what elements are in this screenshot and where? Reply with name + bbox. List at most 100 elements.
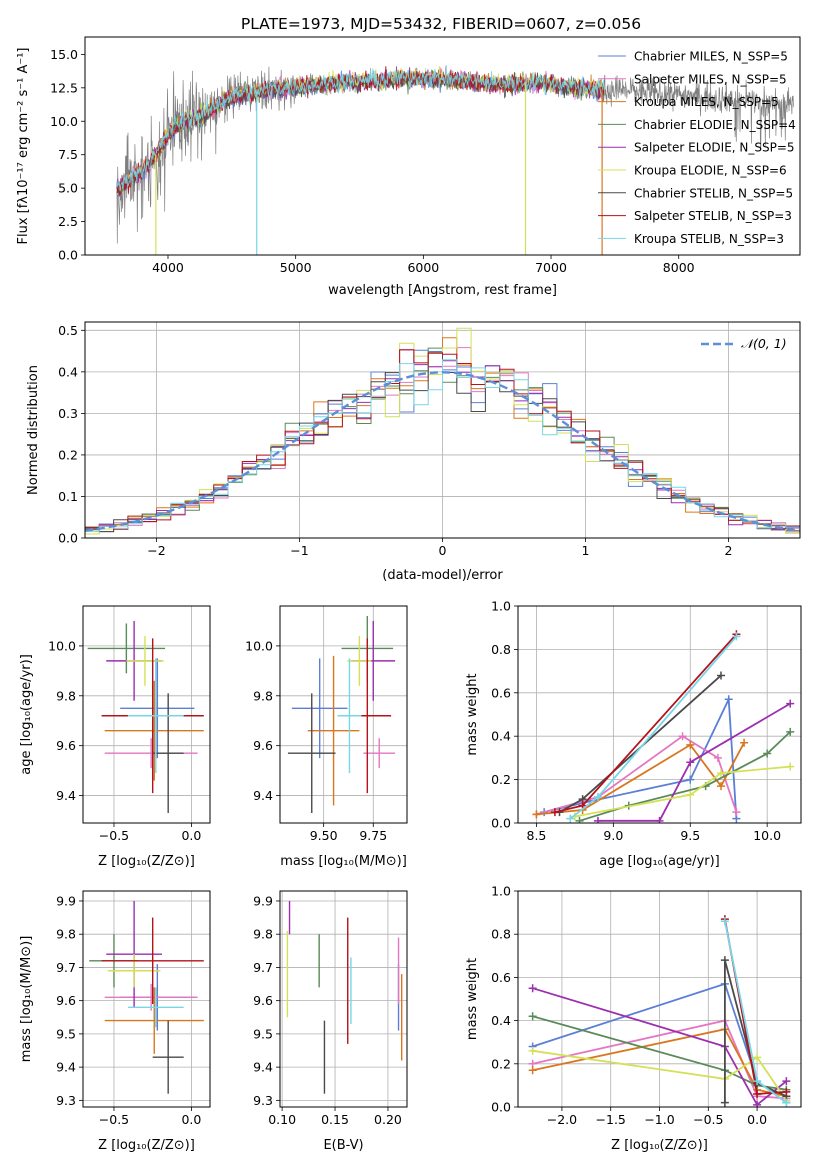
x-axis-label: Z [log₁₀(Z/Z⊙)] bbox=[611, 1138, 708, 1153]
y-tick-label: 9.8 bbox=[56, 688, 76, 703]
mass-weight-marker bbox=[753, 1090, 762, 1099]
y-tick-label: 0.5 bbox=[58, 323, 78, 338]
y-tick-label: 15.0 bbox=[50, 47, 78, 62]
axes-frame bbox=[84, 321, 801, 539]
x-tick-label: 8.5 bbox=[527, 828, 547, 843]
age-vs-mass-panel: 9.50 9.75 9.4 9.6 9.8 10.0 mass [log₁₀(M/M⊙)] bbox=[245, 605, 408, 869]
weight-vs-Z-panel: −2.0 −1.5 −1.0 −0.5 0.0 0.0 0.2 0.4 0.6 0.8 1.0 Z [… bbox=[465, 884, 802, 1153]
y-tick-label: 0.0 bbox=[58, 248, 78, 263]
mass-weight-marker bbox=[763, 749, 772, 758]
x-tick-label: 0.10 bbox=[268, 1112, 296, 1127]
axes-frame bbox=[279, 605, 408, 824]
legend-label: Chabrier STELIB, N_SSP=5 bbox=[634, 186, 793, 200]
mass-weight-marker bbox=[686, 790, 695, 799]
x-axis-label: age [log₁₀(age/yr)] bbox=[599, 854, 720, 869]
weight-vs-Z-plot-area bbox=[528, 915, 791, 1107]
mass-weight-marker bbox=[720, 917, 729, 926]
x-tick-label: 4000 bbox=[152, 260, 184, 275]
age-vs-Z-plot-area bbox=[87, 620, 204, 814]
mass-weight-marker bbox=[732, 808, 741, 817]
y-tick-label: 9.3 bbox=[253, 1093, 273, 1108]
mass-weight-marker bbox=[686, 775, 695, 784]
mass-weight-marker bbox=[686, 740, 695, 749]
x-tick-label: −2 bbox=[147, 543, 165, 558]
y-tick-label: 9.4 bbox=[253, 788, 273, 803]
y-tick-label: 0.2 bbox=[491, 1056, 511, 1071]
mass-weight-marker bbox=[655, 816, 664, 823]
mass-weight-marker bbox=[782, 1098, 791, 1107]
x-tick-label: −1.0 bbox=[644, 1112, 674, 1127]
mass-weight-marker bbox=[717, 769, 726, 778]
y-axis-label: mass weight bbox=[465, 958, 480, 1040]
x-tick-label: 5000 bbox=[280, 260, 312, 275]
x-tick-label: 0.0 bbox=[747, 1112, 767, 1127]
x-tick-label: 8000 bbox=[663, 260, 695, 275]
x-tick-label: 0.15 bbox=[321, 1112, 349, 1127]
spectrum-legend: Chabrier MILES, N_SSP=5 Salpeter MILES, N… bbox=[598, 50, 796, 246]
spectrum-plot-area bbox=[116, 64, 794, 255]
y-tick-label: 9.9 bbox=[253, 893, 273, 908]
y-tick-label: 9.6 bbox=[56, 738, 76, 753]
y-tick-label: 9.8 bbox=[56, 927, 76, 942]
axes-frame bbox=[84, 36, 801, 256]
y-axis-label: mass weight bbox=[465, 673, 480, 755]
y-tick-label: 0.6 bbox=[491, 685, 511, 700]
mass-weight-marker bbox=[753, 1077, 762, 1086]
y-tick-label: 9.7 bbox=[253, 960, 273, 975]
mass-weight-marker bbox=[786, 699, 795, 708]
mass-weight-line bbox=[598, 702, 791, 822]
legend-label: 𝒩(0, 1) bbox=[741, 336, 787, 351]
y-tick-label: 0.4 bbox=[491, 1013, 511, 1028]
x-tick-label: 0.20 bbox=[374, 1112, 402, 1127]
mass-weight-marker bbox=[717, 671, 726, 680]
y-tick-label: 12.5 bbox=[50, 80, 78, 95]
mass-weight-marker bbox=[686, 758, 695, 767]
y-tick-label: 9.8 bbox=[253, 688, 273, 703]
mass-vs-Z-panel: −0.5 0.0 9.3 9.4 9.5 9.6 9.7 9.8 9.9 Z [log₁₀(Z/Z… bbox=[19, 890, 211, 1153]
mass-weight-line bbox=[532, 1015, 787, 1091]
x-tick-label: 0 bbox=[439, 543, 447, 558]
legend-label: Salpeter MILES, N_SSP=5 bbox=[634, 72, 787, 86]
y-tick-label: 0.4 bbox=[491, 729, 511, 744]
legend-label: Kroupa STELIB, N_SSP=3 bbox=[634, 232, 784, 246]
mass-weight-marker bbox=[782, 1077, 791, 1086]
x-tick-label: −1 bbox=[290, 543, 308, 558]
mass-weight-marker bbox=[550, 808, 559, 817]
axes-frame bbox=[82, 890, 211, 1108]
y-tick-label: 9.7 bbox=[56, 960, 76, 975]
y-tick-label: 0.8 bbox=[491, 927, 511, 942]
mass-weight-line bbox=[579, 731, 791, 822]
axes-frame bbox=[279, 890, 408, 1108]
x-axis-label: Z [log₁₀(Z/Z⊙)] bbox=[98, 854, 195, 869]
x-tick-label: −0.5 bbox=[99, 828, 129, 843]
mass-vs-ebv-plot-area bbox=[286, 900, 403, 1094]
mass-weight-marker bbox=[593, 816, 602, 823]
x-axis-label: mass [log₁₀(M/M⊙)] bbox=[280, 854, 407, 869]
y-tick-label: 10.0 bbox=[245, 638, 273, 653]
mass-weight-marker bbox=[575, 816, 584, 823]
mass-weight-marker bbox=[753, 1053, 762, 1062]
mass-weight-line bbox=[543, 695, 738, 819]
mass-weight-marker bbox=[717, 782, 726, 791]
x-tick-label: 9.75 bbox=[359, 828, 387, 843]
x-tick-label: 9.50 bbox=[310, 828, 338, 843]
y-axis-label: Flux [fλ10⁻¹⁷ erg cm⁻² s⁻¹ A⁻¹] bbox=[16, 48, 31, 245]
y-tick-label: 10.0 bbox=[48, 638, 76, 653]
y-tick-label: 0.0 bbox=[491, 1100, 511, 1115]
x-tick-label: 0.0 bbox=[181, 828, 201, 843]
mass-weight-line bbox=[559, 674, 722, 813]
y-tick-label: 0.1 bbox=[58, 489, 78, 504]
spectrum-panel: 4000 5000 6000 7000 8000 0.0 2.5 5.0 7.5 10.0 12.5… bbox=[16, 36, 801, 298]
y-tick-label: 9.6 bbox=[56, 993, 76, 1008]
y-axis-label: Normed distribution bbox=[26, 365, 41, 495]
axes-frame bbox=[517, 605, 802, 824]
axes-frame bbox=[82, 605, 211, 824]
x-tick-label: 1 bbox=[582, 543, 590, 558]
y-tick-label: 9.4 bbox=[56, 788, 76, 803]
residuals-plot-area bbox=[85, 327, 800, 535]
y-axis-label: age [log₁₀(age/yr)] bbox=[19, 654, 34, 775]
mass-weight-marker bbox=[724, 695, 733, 704]
x-tick-label: −0.5 bbox=[693, 1112, 723, 1127]
residual-histogram bbox=[85, 337, 800, 531]
